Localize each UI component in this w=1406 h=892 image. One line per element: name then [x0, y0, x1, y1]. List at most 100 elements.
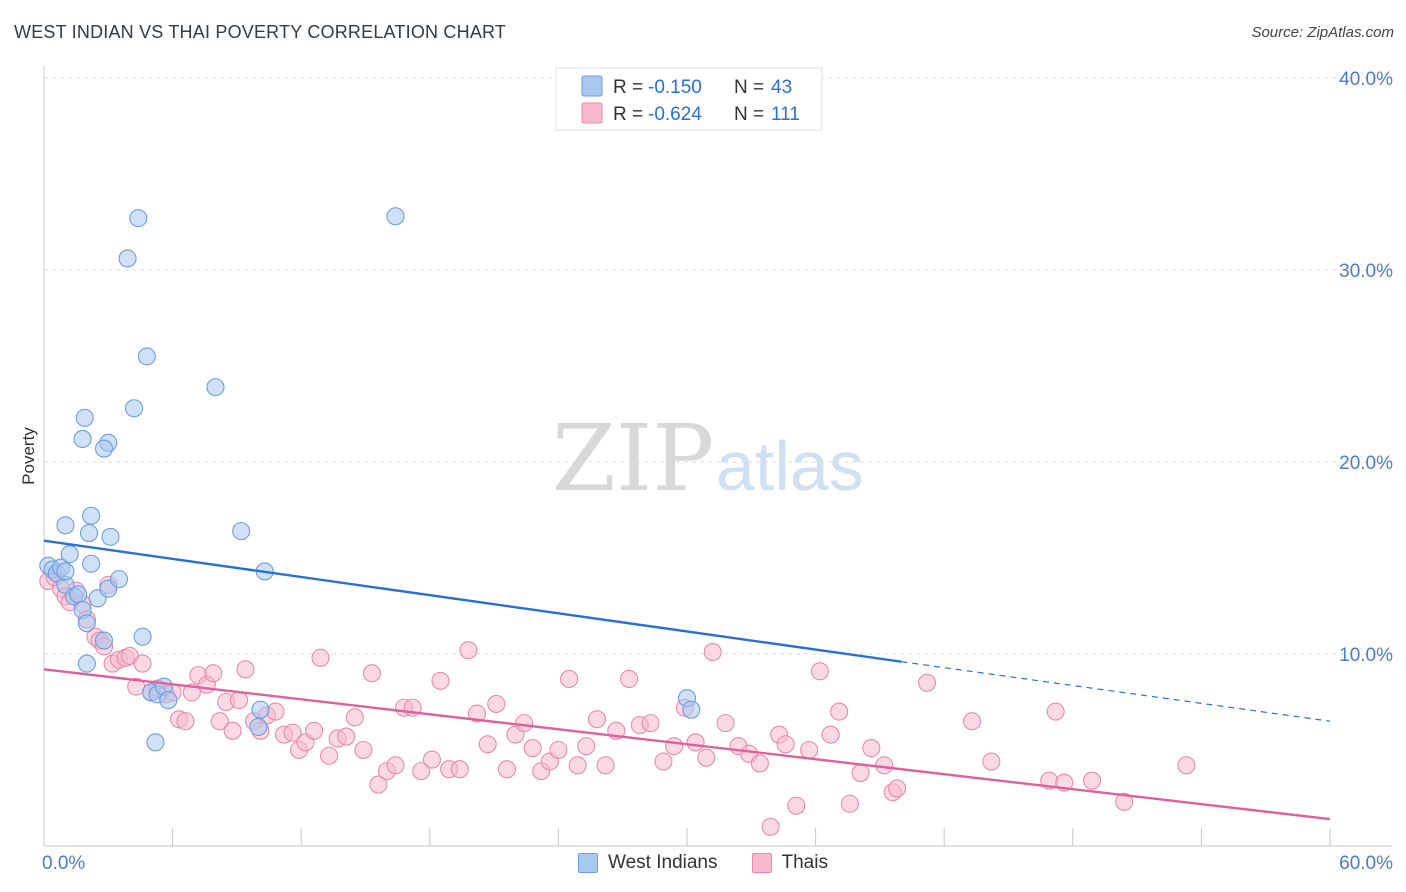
thais-point: [686, 733, 705, 752]
thais-point: [422, 750, 441, 769]
y-tick-label: 40.0%: [1339, 69, 1393, 90]
thais-point: [840, 794, 859, 813]
chart-title: WEST INDIAN VS THAI POVERTY CORRELATION …: [14, 22, 507, 42]
y-tick-label: 20.0%: [1339, 453, 1393, 474]
thais-point: [1046, 702, 1065, 721]
west-indians-point: [60, 545, 79, 564]
thais-swatch: [751, 853, 772, 873]
thais-point: [761, 817, 780, 836]
west-indians-point: [94, 631, 114, 650]
west-indians-point: [69, 585, 88, 604]
west-indians-points: [39, 207, 701, 752]
watermark-atlas: atlas: [716, 427, 864, 505]
y-axis-label: Poverty: [19, 427, 38, 485]
west-indians-point: [146, 733, 165, 752]
thais-point: [459, 641, 478, 660]
thais-point: [236, 660, 255, 679]
thais-point: [810, 662, 829, 681]
thais-point: [596, 756, 615, 775]
west-indians-trend-extension: [901, 661, 1331, 722]
thais-point: [467, 704, 487, 723]
thais-point: [800, 740, 819, 760]
thais-point: [515, 714, 534, 733]
west-indians-point: [82, 554, 101, 573]
thais-points: [39, 568, 1196, 836]
thais-point: [133, 654, 152, 673]
thais-point: [266, 702, 285, 721]
thais-point: [568, 756, 587, 775]
trend-lines: [43, 539, 1331, 821]
thais-point: [776, 735, 795, 754]
thais-point: [697, 748, 716, 767]
thais-point: [176, 712, 195, 731]
thais-point: [478, 735, 497, 754]
thais-point: [305, 721, 324, 740]
west-indians-point: [251, 700, 270, 719]
thais-point: [210, 712, 229, 731]
source-label: Source: ZipAtlas.com: [1251, 24, 1394, 41]
y-tick-label: 30.0%: [1339, 261, 1393, 282]
thais-point: [1177, 756, 1196, 775]
legend-r-label: R =: [613, 77, 643, 98]
thais-point: [450, 760, 469, 779]
x-tick-label: 60.0%: [1339, 853, 1393, 874]
x-tick-label: 0.0%: [42, 853, 85, 874]
west-indians-point: [249, 717, 268, 737]
thais-point: [345, 708, 364, 727]
thais-point: [412, 762, 431, 781]
west-indians-point: [159, 691, 178, 710]
west-indians-point: [79, 523, 99, 543]
thais-point: [851, 763, 870, 783]
west-indians-point: [682, 700, 701, 719]
thais-point: [750, 754, 769, 773]
thais-point: [523, 739, 542, 758]
thais-point: [716, 714, 735, 733]
thais-point: [311, 648, 330, 667]
west-indians-point: [77, 654, 96, 673]
west-indians-point: [94, 439, 114, 458]
thais-point: [1083, 771, 1102, 790]
thais-point: [703, 643, 722, 662]
thais-point: [229, 691, 249, 710]
thais-point: [320, 746, 339, 765]
legend-item-thais: Thais: [751, 852, 828, 874]
west-indians-point: [129, 209, 148, 228]
west-indians-point: [232, 522, 251, 541]
thais-point: [283, 723, 302, 742]
y-tick-label: 10.0%: [1339, 645, 1393, 666]
thais-point: [204, 664, 223, 683]
west-indians-trend-line: [43, 539, 902, 663]
thais-point: [431, 671, 450, 690]
legend-swatch-blue: [581, 75, 603, 97]
thais-point: [918, 673, 937, 692]
thais-point: [354, 740, 373, 760]
thais-point: [830, 702, 849, 721]
thais-point: [337, 727, 356, 746]
thais-point: [787, 796, 806, 815]
thais-point: [963, 712, 982, 731]
thais-point: [821, 725, 840, 744]
thais-point: [369, 775, 388, 794]
gridlines: [44, 77, 1392, 655]
thais-point: [223, 721, 242, 740]
west-indians-point: [101, 527, 120, 546]
west-indians-point: [109, 570, 129, 589]
legend-item-west-indians: West Indians: [578, 852, 718, 874]
legend-n-label: N =: [734, 77, 764, 98]
thais-point: [641, 714, 660, 733]
west-indians-point: [133, 627, 152, 646]
west-indians-point: [73, 429, 92, 449]
thais-trend-line: [43, 668, 1331, 821]
legend-n-value: 43: [771, 77, 792, 98]
west-indians-point: [82, 506, 101, 525]
thais-point: [386, 756, 405, 775]
thais-point: [587, 710, 607, 729]
thais-point: [982, 752, 1001, 771]
thais-point: [362, 664, 381, 683]
west-indians-point: [77, 614, 96, 633]
thais-point: [887, 779, 907, 798]
thais-point: [487, 694, 506, 713]
west-indians-point: [386, 207, 405, 226]
legend-r-label: R =: [613, 104, 643, 125]
